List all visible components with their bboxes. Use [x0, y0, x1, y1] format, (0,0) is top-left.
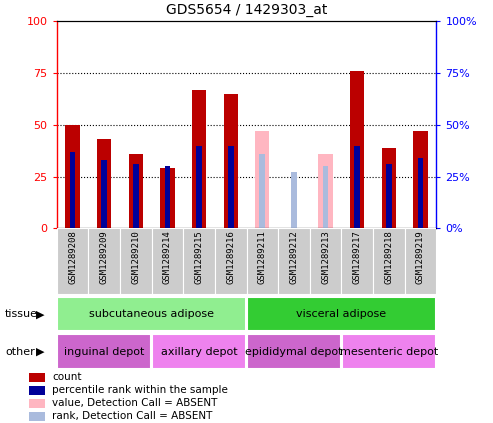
Bar	[382, 148, 396, 228]
Bar	[57, 297, 246, 331]
Text: axillary depot: axillary depot	[161, 346, 237, 357]
Text: GSM1289209: GSM1289209	[100, 231, 108, 284]
Text: percentile rank within the sample: percentile rank within the sample	[52, 385, 228, 396]
Bar	[101, 160, 107, 228]
Bar	[97, 139, 111, 228]
Bar	[405, 228, 436, 294]
Bar	[246, 228, 278, 294]
Bar	[129, 154, 143, 228]
Bar	[165, 166, 170, 228]
Bar	[247, 297, 436, 331]
Title: GDS5654 / 1429303_at: GDS5654 / 1429303_at	[166, 3, 327, 17]
Text: GSM1289217: GSM1289217	[352, 231, 362, 284]
Text: GSM1289213: GSM1289213	[321, 231, 330, 284]
Text: rank, Detection Call = ABSENT: rank, Detection Call = ABSENT	[52, 412, 213, 421]
Bar	[310, 228, 341, 294]
Text: GSM1289212: GSM1289212	[289, 231, 298, 284]
Bar	[192, 90, 206, 228]
Bar	[29, 386, 45, 395]
Bar	[413, 131, 427, 228]
Bar	[88, 228, 120, 294]
Text: subcutaneous adipose: subcutaneous adipose	[89, 309, 214, 319]
Bar	[29, 399, 45, 408]
Bar	[278, 228, 310, 294]
Text: visceral adipose: visceral adipose	[296, 309, 387, 319]
Bar	[342, 335, 436, 368]
Bar	[247, 335, 341, 368]
Bar	[418, 158, 423, 228]
Bar	[196, 146, 202, 228]
Bar	[29, 412, 45, 420]
Bar	[183, 228, 215, 294]
Text: inguinal depot: inguinal depot	[64, 346, 144, 357]
Text: ▶: ▶	[36, 346, 44, 357]
Bar	[215, 228, 246, 294]
Text: GSM1289215: GSM1289215	[195, 231, 204, 284]
Bar	[160, 168, 175, 228]
Text: GSM1289211: GSM1289211	[258, 231, 267, 284]
Text: epididymal depot: epididymal depot	[245, 346, 343, 357]
Text: GSM1289214: GSM1289214	[163, 231, 172, 284]
Bar	[152, 228, 183, 294]
Bar	[228, 146, 234, 228]
Text: count: count	[52, 373, 82, 382]
Bar	[323, 166, 328, 228]
Bar	[120, 228, 152, 294]
Text: GSM1289219: GSM1289219	[416, 231, 425, 284]
Bar	[354, 146, 360, 228]
Bar	[386, 164, 392, 228]
Text: GSM1289208: GSM1289208	[68, 231, 77, 284]
Bar	[259, 154, 265, 228]
Bar	[291, 173, 297, 228]
Bar	[152, 335, 246, 368]
Bar	[318, 154, 333, 228]
Bar	[70, 152, 75, 228]
Text: tissue: tissue	[5, 309, 38, 319]
Bar	[57, 228, 88, 294]
Text: GSM1289218: GSM1289218	[385, 231, 393, 284]
Text: other: other	[5, 346, 35, 357]
Bar	[66, 125, 80, 228]
Bar	[57, 335, 151, 368]
Text: GSM1289210: GSM1289210	[131, 231, 141, 284]
Bar	[223, 94, 238, 228]
Text: ▶: ▶	[36, 309, 44, 319]
Bar	[341, 228, 373, 294]
Bar	[350, 71, 364, 228]
Bar	[29, 374, 45, 382]
Bar	[255, 131, 270, 228]
Bar	[373, 228, 405, 294]
Text: value, Detection Call = ABSENT: value, Detection Call = ABSENT	[52, 398, 218, 409]
Text: mesenteric depot: mesenteric depot	[340, 346, 438, 357]
Text: GSM1289216: GSM1289216	[226, 231, 235, 284]
Bar	[133, 164, 139, 228]
